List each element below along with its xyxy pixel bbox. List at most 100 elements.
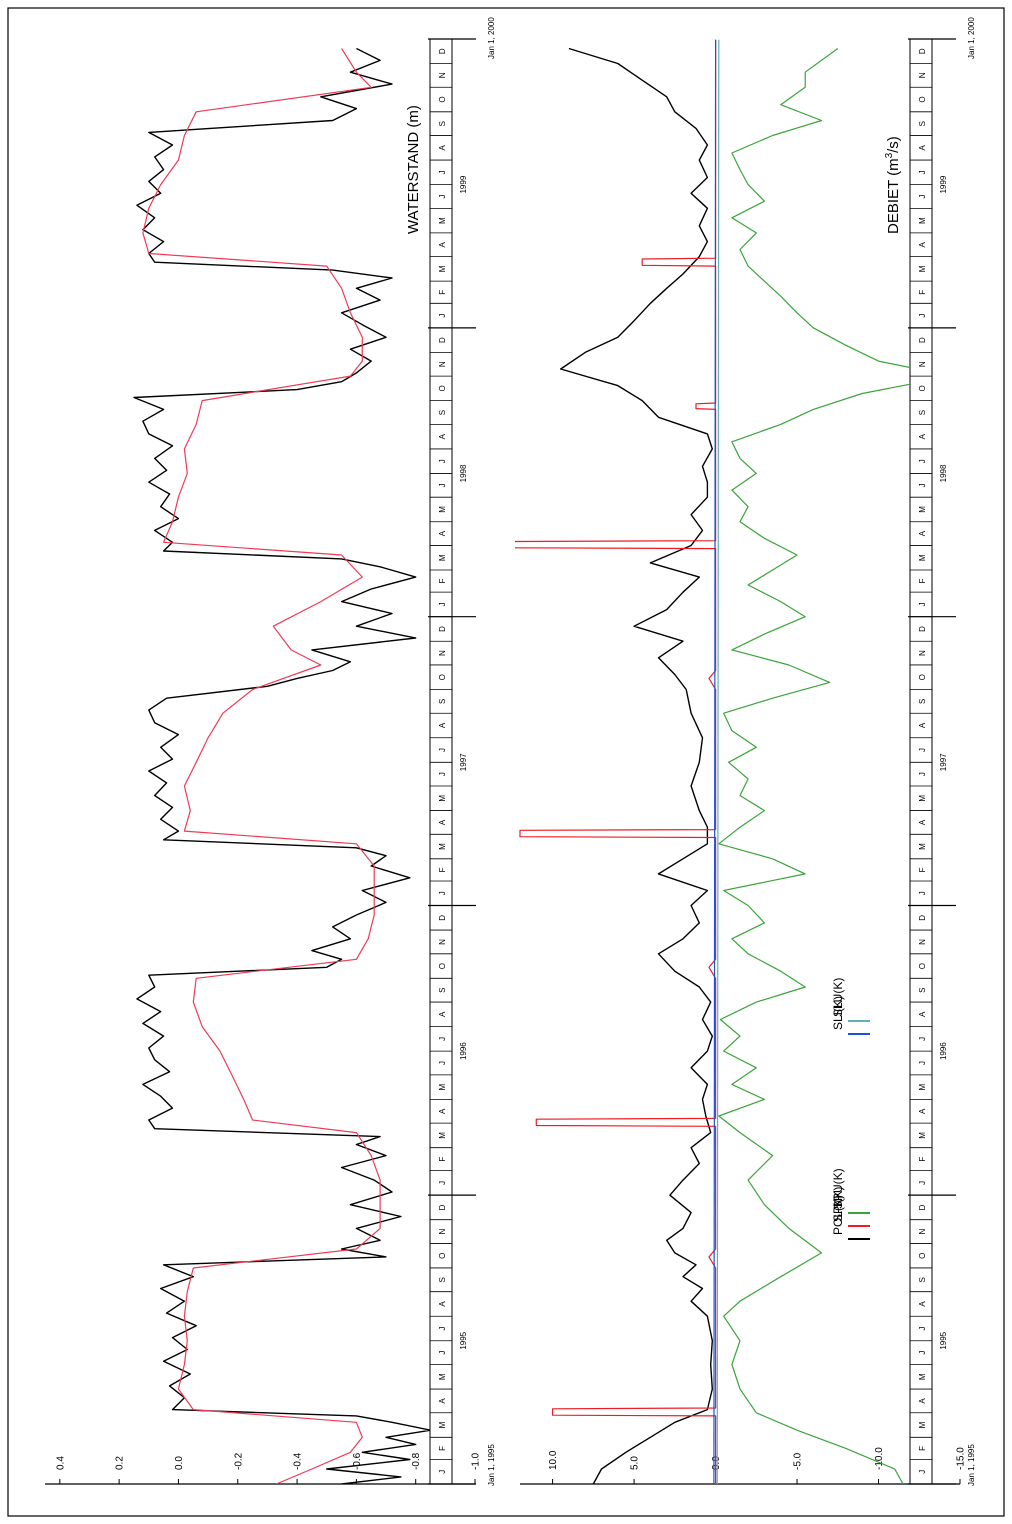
month-label: M — [438, 1132, 447, 1139]
month-label: D — [918, 915, 927, 921]
legend-label: POL(K) — [831, 1195, 845, 1235]
month-label: N — [918, 939, 927, 945]
month-label: J — [438, 1037, 447, 1041]
y-tick-label: -0.8 — [411, 1452, 422, 1470]
y-tick-label: -0.4 — [293, 1452, 304, 1470]
month-label: M — [438, 843, 447, 850]
month-label: J — [918, 314, 927, 318]
month-label: A — [918, 530, 927, 536]
year-label: 1999 — [939, 175, 948, 193]
month-label: J — [438, 1327, 447, 1331]
month-label: M — [918, 1373, 927, 1380]
month-label: J — [438, 1470, 447, 1474]
month-label: J — [918, 1327, 927, 1331]
month-label: S — [438, 121, 447, 126]
month-label: M — [438, 265, 447, 272]
year-label: 1995 — [939, 1331, 948, 1349]
month-label: O — [438, 963, 447, 969]
month-label: N — [438, 939, 447, 945]
legend-label: SLU(K) — [831, 978, 845, 1017]
month-label: O — [918, 385, 927, 391]
month-label: S — [918, 410, 927, 415]
month-label: M — [918, 795, 927, 802]
month-label: D — [918, 337, 927, 343]
month-label: A — [918, 433, 927, 439]
month-label: M — [918, 1132, 927, 1139]
month-label: D — [918, 48, 927, 54]
month-label: F — [918, 290, 927, 295]
month-label: J — [918, 194, 927, 198]
month-label: F — [918, 1446, 927, 1451]
y-tick-label: -10.0 — [874, 1447, 885, 1470]
month-label: S — [918, 1277, 927, 1282]
series-line-3 — [713, 39, 717, 1484]
month-label: M — [918, 843, 927, 850]
month-label: A — [918, 144, 927, 150]
month-label: A — [438, 433, 447, 439]
legend-label: SPI(K) — [831, 1187, 845, 1222]
month-label: A — [918, 1108, 927, 1114]
month-label: N — [438, 361, 447, 367]
month-label: A — [438, 722, 447, 728]
series-line-4 — [716, 39, 720, 1484]
month-label: O — [438, 96, 447, 102]
month-label: S — [438, 699, 447, 704]
month-label: M — [918, 1083, 927, 1090]
x-start-label: Jan 1, 1995 — [487, 1444, 496, 1486]
month-label: S — [918, 121, 927, 126]
series-line-2 — [718, 48, 910, 1484]
month-label: F — [438, 867, 447, 872]
month-label: N — [918, 72, 927, 78]
month-label: A — [438, 819, 447, 825]
month-label: A — [438, 530, 447, 536]
month-label: A — [438, 1301, 447, 1307]
month-label: J — [438, 748, 447, 752]
month-label: J — [918, 483, 927, 487]
month-label: J — [918, 459, 927, 463]
y-tick-label: -0.6 — [352, 1452, 363, 1470]
y-tick-label: 5.0 — [630, 1456, 641, 1470]
month-label: M — [438, 1083, 447, 1090]
month-label: D — [438, 915, 447, 921]
month-label: M — [438, 1373, 447, 1380]
y-tick-label: -1.0 — [471, 1452, 482, 1470]
chart-title-end: /s) — [885, 136, 902, 153]
month-label: J — [918, 1181, 927, 1185]
month-label: M — [438, 1421, 447, 1428]
month-label: J — [438, 170, 447, 174]
month-label: A — [918, 722, 927, 728]
month-label: J — [438, 602, 447, 606]
chart-title: DEBIET (m3/s) — [884, 136, 902, 234]
month-label: M — [918, 506, 927, 513]
month-label: J — [918, 891, 927, 895]
y-tick-label: 0.0 — [711, 1456, 722, 1470]
month-label: O — [438, 674, 447, 680]
outer-frame — [7, 7, 1005, 1517]
series-line-1 — [515, 39, 717, 1484]
month-label: S — [918, 988, 927, 993]
month-label: D — [438, 626, 447, 632]
month-label: N — [438, 1228, 447, 1234]
month-label: O — [918, 674, 927, 680]
series-line-0 — [560, 47, 713, 1484]
month-label: O — [438, 385, 447, 391]
month-label: O — [918, 963, 927, 969]
y-tick-label: 0.2 — [115, 1456, 126, 1470]
month-label: J — [438, 1351, 447, 1355]
month-label: M — [918, 1421, 927, 1428]
month-label: A — [438, 1011, 447, 1017]
chart-title: WATERSTAND (m) — [405, 105, 422, 234]
month-label: F — [918, 579, 927, 584]
chart-title-sup: 3 — [884, 152, 895, 158]
month-label: D — [438, 337, 447, 343]
month-label: S — [438, 410, 447, 415]
month-label: S — [438, 988, 447, 993]
month-label: A — [438, 144, 447, 150]
year-label: 1996 — [939, 1042, 948, 1060]
y-tick-label: -15.0 — [956, 1447, 967, 1470]
month-label: A — [918, 819, 927, 825]
month-label: D — [918, 626, 927, 632]
month-label: A — [918, 1398, 927, 1404]
